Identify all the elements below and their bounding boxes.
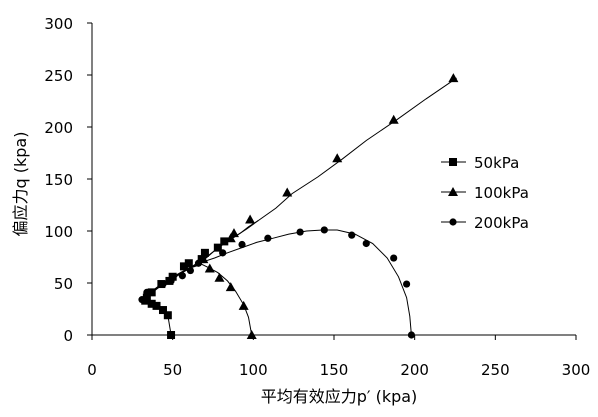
legend-item: 200kPa (441, 214, 529, 232)
legend-item: 100kPa (441, 184, 529, 202)
series-layer (138, 73, 459, 339)
series-square (141, 220, 259, 339)
data-point-square (220, 237, 229, 246)
series-line (144, 220, 259, 336)
x-tick-label: 0 (87, 361, 97, 379)
data-point-square (167, 331, 176, 339)
legend-label: 50kPa (474, 154, 519, 172)
data-point-square (152, 301, 161, 310)
x-tick-label: 50 (163, 361, 182, 379)
legend-marker-square (449, 158, 457, 166)
data-point-square (142, 293, 151, 302)
data-point-triangle (238, 300, 249, 310)
plot-area: 0 50 100 150 200 250 300 0 50 100 150 200 250 300 (44, 15, 590, 379)
y-tick-label: 200 (44, 119, 73, 137)
data-point-square (163, 311, 172, 320)
data-point-circle (407, 331, 416, 339)
data-point-triangle (225, 233, 236, 243)
data-point-triangle (448, 73, 459, 83)
series-triangle (144, 73, 459, 339)
legend-label: 100kPa (474, 184, 529, 202)
legend-marker-circle (449, 218, 457, 226)
data-point-circle (194, 259, 203, 267)
data-point-triangle (388, 114, 399, 124)
data-point-circle (138, 296, 146, 304)
data-point-square (158, 306, 167, 315)
data-point-circle (348, 231, 356, 239)
legend-label: 200kPa (474, 214, 529, 232)
data-point-square (147, 299, 156, 308)
data-point-triangle (246, 330, 257, 339)
data-point-circle (403, 280, 411, 288)
series-circle (138, 226, 416, 339)
x-ticks: 0 50 100 150 200 250 300 (87, 335, 590, 379)
y-tick-label: 250 (44, 67, 73, 85)
data-point-triangle (332, 153, 343, 163)
data-point-triangle (225, 282, 236, 292)
data-point-circle (320, 226, 328, 234)
data-point-circle (143, 288, 151, 296)
data-point-square (213, 243, 222, 252)
x-tick-label: 250 (481, 361, 510, 379)
data-point-square (200, 248, 209, 257)
data-point-circle (390, 254, 398, 262)
legend-marker-triangle (448, 187, 458, 196)
series-line (144, 77, 457, 336)
y-tick-label: 50 (54, 275, 73, 293)
data-point-circle (264, 234, 272, 242)
legend: 50kPa 100kPa 200kPa (441, 154, 529, 232)
data-point-triangle (282, 187, 293, 197)
x-tick-label: 100 (239, 361, 268, 379)
data-point-triangle (204, 263, 215, 273)
legend-item: 50kPa (441, 154, 519, 172)
y-axis-title: 偏应力q (kpa) (11, 132, 30, 237)
x-axis-title: 平均有效应力p′ (kpa) (261, 387, 418, 406)
data-point-square (184, 259, 193, 268)
data-point-circle (219, 249, 227, 257)
series-line (141, 229, 412, 336)
data-point-triangle (245, 214, 256, 224)
data-point-circle (159, 280, 167, 288)
data-point-circle (362, 239, 370, 248)
y-tick-label: 100 (44, 223, 73, 241)
y-tick-label: 150 (44, 171, 73, 189)
data-point-triangle (228, 228, 239, 238)
data-point-circle (238, 240, 246, 249)
data-point-circle (167, 277, 175, 285)
x-tick-label: 150 (320, 361, 349, 379)
data-point-circle (178, 272, 186, 280)
y-ticks: 0 50 100 150 200 250 300 (44, 15, 92, 345)
y-tick-label: 0 (63, 327, 73, 345)
data-point-square (179, 262, 188, 271)
data-point-triangle (214, 272, 225, 282)
data-point-circle (296, 228, 304, 236)
y-tick-label: 300 (44, 15, 73, 33)
x-tick-label: 200 (400, 361, 429, 379)
x-tick-label: 300 (562, 361, 591, 379)
data-point-circle (186, 266, 195, 275)
